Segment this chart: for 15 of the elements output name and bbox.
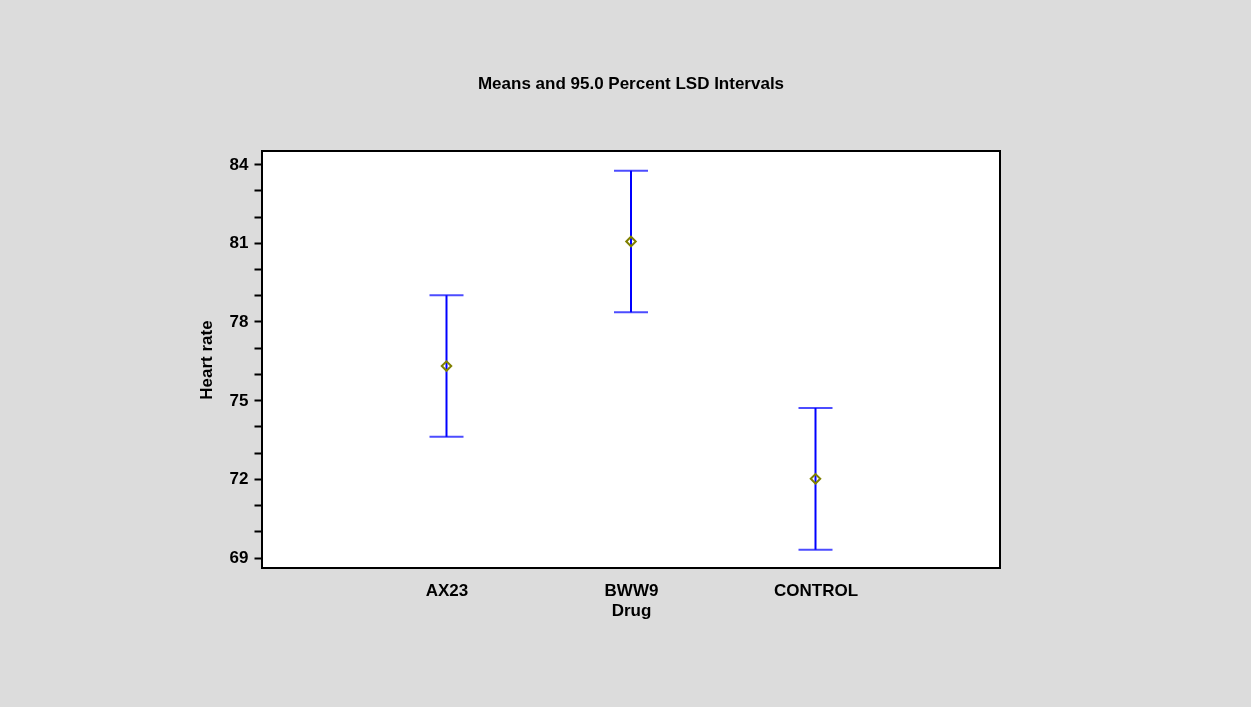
point — [809, 473, 822, 485]
y-tick-label: 69 — [229, 548, 249, 568]
y-tick-label: 72 — [229, 469, 249, 489]
point — [625, 235, 637, 248]
point — [440, 360, 453, 372]
x-tick-label: CONTROL — [773, 580, 859, 600]
y-axis-title: Heart rate — [196, 320, 216, 400]
chart-title: Means and 95.0 Percent LSD Intervals — [477, 74, 785, 93]
y-tick-label: 78 — [229, 311, 249, 331]
y-tick-label: 84 — [229, 154, 250, 174]
x-tick-label: AX23 — [425, 580, 469, 600]
x-axis-title: Drug — [611, 600, 652, 620]
y-tick-label: 75 — [229, 390, 249, 410]
y-tick-label: 81 — [229, 233, 249, 253]
x-tick-label: BWW9 — [604, 580, 659, 600]
